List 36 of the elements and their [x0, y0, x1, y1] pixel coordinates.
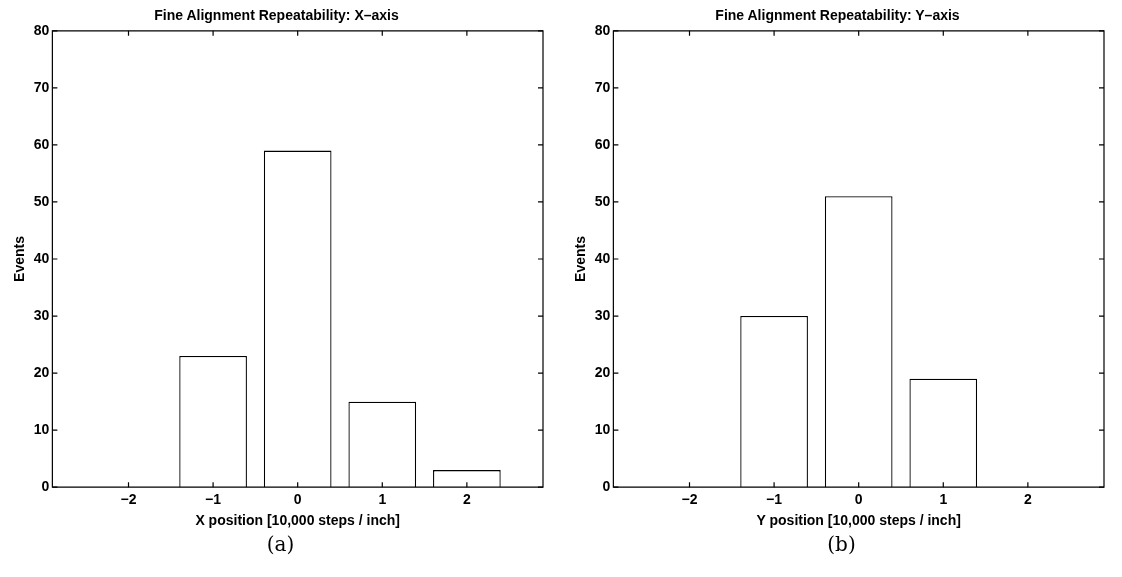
x-tick-label: 0	[854, 491, 863, 508]
y-tick-label: 50	[33, 192, 50, 209]
chart-title: Fine Alignment Repeatability: Y–axis	[715, 7, 960, 24]
x-tick-label: 0	[293, 491, 302, 508]
y-tick-label: 30	[594, 306, 611, 323]
x-tick-label: −1	[766, 491, 783, 508]
y-tick-label: 20	[594, 363, 611, 380]
chart-title: Fine Alignment Repeatability: X–axis	[154, 7, 399, 24]
y-axis-title: Events	[572, 235, 589, 282]
x-tick-label: 1	[378, 491, 387, 508]
y-axis-title: Events	[11, 235, 28, 282]
y-tick-label: 0	[41, 478, 50, 495]
y-tick-label: 20	[33, 363, 50, 380]
y-tick-label: 10	[33, 421, 50, 438]
y-tick-label: 60	[594, 135, 611, 152]
x-tick-label: −1	[205, 491, 222, 508]
x-axis-title: Y position [10,000 steps / inch]	[756, 512, 961, 529]
x-tick-label: 2	[462, 491, 471, 508]
y-tick-label: 70	[33, 78, 50, 95]
y-tick-label: 30	[33, 306, 50, 323]
x-tick-label: 2	[1023, 491, 1032, 508]
text: (b)	[826, 532, 857, 556]
x-axis-title: X position [10,000 steps / inch]	[195, 512, 400, 529]
y-tick-label: 70	[594, 78, 611, 95]
text: (a)	[265, 532, 296, 556]
x-tick-label: 1	[939, 491, 948, 508]
y-tick-label: 0	[602, 478, 611, 495]
y-tick-label: 40	[33, 249, 50, 266]
y-tick-label: 40	[594, 249, 611, 266]
y-tick-label: 80	[33, 21, 50, 38]
y-tick-label: 50	[594, 192, 611, 209]
y-tick-label: 60	[33, 135, 50, 152]
x-tick-label: −2	[681, 491, 698, 508]
x-tick-label: −2	[120, 491, 137, 508]
y-tick-label: 10	[594, 421, 611, 438]
y-tick-label: 80	[594, 21, 611, 38]
